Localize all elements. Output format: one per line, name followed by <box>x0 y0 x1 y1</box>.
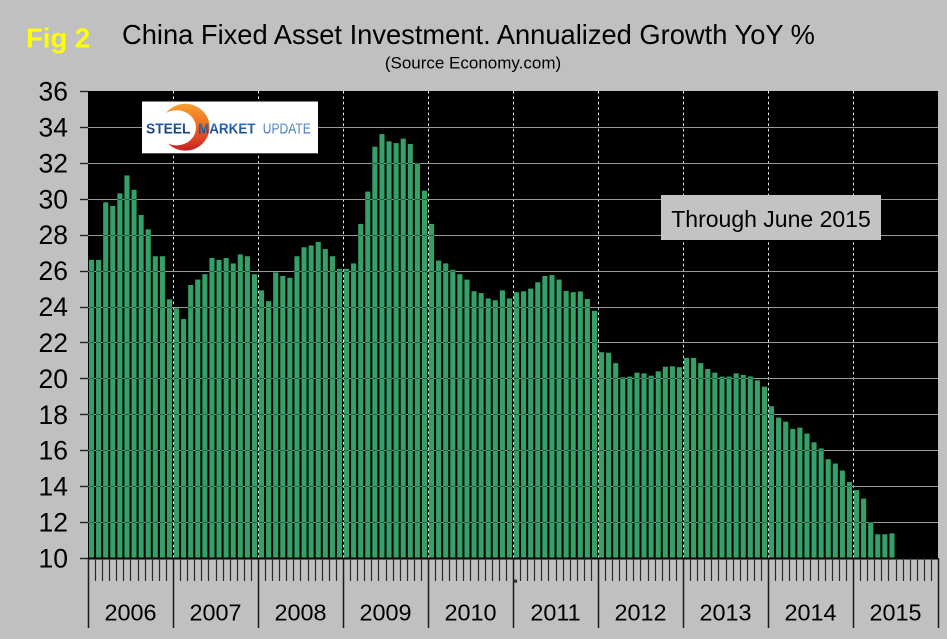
svg-text:18: 18 <box>39 400 68 430</box>
svg-text:32: 32 <box>39 148 68 178</box>
svg-text:2009: 2009 <box>359 600 411 626</box>
svg-text:2006: 2006 <box>104 600 156 626</box>
svg-text:22: 22 <box>39 328 68 358</box>
svg-text:10: 10 <box>39 544 68 574</box>
svg-text:2011: 2011 <box>530 600 580 626</box>
svg-text:2014: 2014 <box>784 600 836 626</box>
svg-text:2015: 2015 <box>869 600 921 626</box>
svg-text:Fig 2: Fig 2 <box>26 22 90 53</box>
svg-text:30: 30 <box>39 184 68 214</box>
svg-text:2008: 2008 <box>274 600 326 626</box>
svg-text:China Fixed Asset Investment.: China Fixed Asset Investment. Annualized… <box>122 19 815 50</box>
svg-text:20: 20 <box>39 364 68 394</box>
svg-text:MARKET: MARKET <box>198 122 256 138</box>
svg-text:36: 36 <box>39 77 68 107</box>
svg-text:UPDATE: UPDATE <box>263 122 311 138</box>
svg-text:STEEL: STEEL <box>146 122 191 138</box>
svg-text:24: 24 <box>39 292 68 322</box>
svg-text:26: 26 <box>39 256 68 286</box>
svg-text:2013: 2013 <box>699 600 751 626</box>
svg-text:16: 16 <box>39 436 68 466</box>
svg-text:2007: 2007 <box>189 600 241 626</box>
svg-text:2012: 2012 <box>614 600 666 626</box>
svg-text:12: 12 <box>39 508 68 538</box>
svg-text:28: 28 <box>39 220 68 250</box>
svg-text:(Source Economy.com): (Source Economy.com) <box>385 54 561 73</box>
svg-text:2010: 2010 <box>444 600 496 626</box>
svg-text:34: 34 <box>39 112 68 142</box>
svg-text:14: 14 <box>39 472 68 502</box>
svg-text:Through June 2015: Through June 2015 <box>671 206 871 232</box>
